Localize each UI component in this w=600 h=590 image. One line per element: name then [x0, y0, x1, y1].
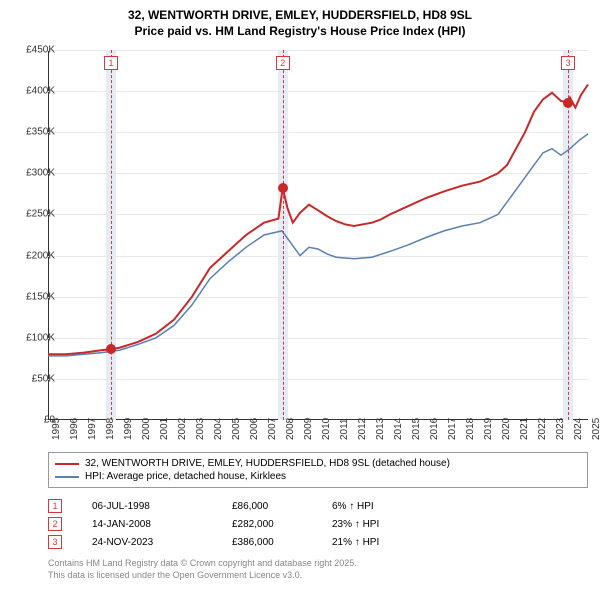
table-row: 3 24-NOV-2023 £386,000 21% ↑ HPI — [48, 533, 588, 551]
events-table: 1 06-JUL-1998 £86,000 6% ↑ HPI 2 14-JAN-… — [48, 497, 588, 551]
event-marker — [106, 344, 116, 354]
x-tick-label: 2013 — [375, 418, 386, 440]
series-hpi — [48, 134, 588, 356]
x-tick-label: 2022 — [537, 418, 548, 440]
legend-item-price-paid: 32, WENTWORTH DRIVE, EMLEY, HUDDERSFIELD… — [55, 457, 581, 470]
x-tick-label: 2004 — [213, 418, 224, 440]
event-marker — [563, 98, 573, 108]
event-pct-1: 6% ↑ HPI — [332, 501, 412, 512]
event-date-3: 24-NOV-2023 — [92, 537, 232, 548]
attribution: Contains HM Land Registry data © Crown c… — [48, 558, 357, 581]
event-line — [283, 50, 284, 420]
x-tick-label: 2009 — [303, 418, 314, 440]
title-line-1: 32, WENTWORTH DRIVE, EMLEY, HUDDERSFIELD… — [128, 8, 472, 22]
title-line-2: Price paid vs. HM Land Registry's House … — [135, 24, 466, 38]
attribution-line-2: This data is licensed under the Open Gov… — [48, 570, 302, 580]
y-tick-label: £0 — [15, 415, 55, 426]
legend-swatch-price-paid — [55, 463, 79, 465]
x-tick-label: 1995 — [51, 418, 62, 440]
x-tick-label: 1997 — [87, 418, 98, 440]
x-tick-label: 2014 — [393, 418, 404, 440]
y-tick-label: £450K — [15, 45, 55, 56]
event-pct-3: 21% ↑ HPI — [332, 537, 412, 548]
x-tick-label: 2002 — [177, 418, 188, 440]
x-tick-label: 2016 — [429, 418, 440, 440]
chart-title: 32, WENTWORTH DRIVE, EMLEY, HUDDERSFIELD… — [0, 0, 600, 39]
y-tick-label: £350K — [15, 127, 55, 138]
event-price-3: £386,000 — [232, 537, 332, 548]
x-tick-label: 2005 — [231, 418, 242, 440]
event-date-2: 14-JAN-2008 — [92, 519, 232, 530]
y-tick-label: £250K — [15, 209, 55, 220]
legend: 32, WENTWORTH DRIVE, EMLEY, HUDDERSFIELD… — [48, 452, 588, 488]
event-badge-1: 1 — [48, 499, 62, 513]
line-series-layer — [48, 50, 588, 420]
x-tick-label: 2021 — [519, 418, 530, 440]
attribution-line-1: Contains HM Land Registry data © Crown c… — [48, 558, 357, 568]
x-tick-label: 2000 — [141, 418, 152, 440]
legend-swatch-hpi — [55, 476, 79, 478]
x-tick-label: 1998 — [105, 418, 116, 440]
y-tick-label: £200K — [15, 250, 55, 261]
event-badge-2: 2 — [48, 517, 62, 531]
event-price-1: £86,000 — [232, 501, 332, 512]
x-tick-label: 2023 — [555, 418, 566, 440]
legend-item-hpi: HPI: Average price, detached house, Kirk… — [55, 470, 581, 483]
x-tick-label: 2017 — [447, 418, 458, 440]
event-line — [111, 50, 112, 420]
series-price_paid — [48, 85, 588, 355]
x-tick-label: 2008 — [285, 418, 296, 440]
x-tick-label: 2012 — [357, 418, 368, 440]
x-tick-label: 2001 — [159, 418, 170, 440]
y-tick-label: £150K — [15, 291, 55, 302]
x-tick-label: 2015 — [411, 418, 422, 440]
x-tick-label: 2020 — [501, 418, 512, 440]
event-badge-3: 3 — [48, 535, 62, 549]
x-tick-label: 1999 — [123, 418, 134, 440]
event-date-1: 06-JUL-1998 — [92, 501, 232, 512]
event-pct-2: 23% ↑ HPI — [332, 519, 412, 530]
event-badge: 3 — [561, 56, 575, 70]
x-tick-label: 2006 — [249, 418, 260, 440]
legend-label-hpi: HPI: Average price, detached house, Kirk… — [85, 471, 286, 482]
x-tick-label: 2011 — [339, 418, 350, 440]
x-tick-label: 2010 — [321, 418, 332, 440]
x-tick-label: 2019 — [483, 418, 494, 440]
chart-container: 32, WENTWORTH DRIVE, EMLEY, HUDDERSFIELD… — [0, 0, 600, 590]
x-tick-label: 2024 — [573, 418, 584, 440]
y-tick-label: £100K — [15, 332, 55, 343]
y-tick-label: £400K — [15, 86, 55, 97]
legend-label-price-paid: 32, WENTWORTH DRIVE, EMLEY, HUDDERSFIELD… — [85, 458, 450, 469]
x-tick-label: 2025 — [591, 418, 600, 440]
event-marker — [278, 183, 288, 193]
x-tick-label: 2003 — [195, 418, 206, 440]
x-tick-label: 2018 — [465, 418, 476, 440]
table-row: 2 14-JAN-2008 £282,000 23% ↑ HPI — [48, 515, 588, 533]
event-badge: 2 — [276, 56, 290, 70]
y-tick-label: £50K — [15, 373, 55, 384]
plot-area: 1 2 3 — [48, 50, 588, 420]
x-tick-label: 2007 — [267, 418, 278, 440]
y-tick-label: £300K — [15, 168, 55, 179]
x-tick-label: 1996 — [69, 418, 80, 440]
event-price-2: £282,000 — [232, 519, 332, 530]
table-row: 1 06-JUL-1998 £86,000 6% ↑ HPI — [48, 497, 588, 515]
event-badge: 1 — [104, 56, 118, 70]
